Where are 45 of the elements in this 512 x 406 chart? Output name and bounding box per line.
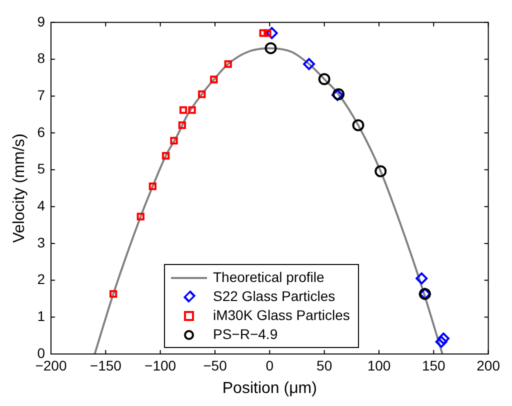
point — [210, 76, 218, 84]
y-tick-label: 9 — [37, 13, 46, 30]
point — [374, 165, 387, 178]
legend-label: iM30K Glass Particles — [213, 306, 350, 325]
y-tick-label: 2 — [37, 271, 46, 288]
x-tick-label: 200 — [476, 357, 500, 374]
x-tick-label: 0 — [266, 357, 274, 374]
y-tick-label: 4 — [37, 197, 46, 214]
point — [224, 60, 232, 68]
point — [179, 106, 188, 114]
x-tick-label: −150 — [90, 357, 122, 374]
point — [303, 58, 316, 70]
x-tick-label: −100 — [144, 357, 176, 374]
legend-label: PS−R−4.9 — [213, 325, 278, 344]
point — [109, 290, 118, 298]
y-tick-label: 1 — [37, 308, 46, 324]
y-tick-label: 7 — [37, 86, 46, 103]
y-tick-label: 6 — [37, 124, 46, 140]
point — [178, 121, 186, 130]
x-axis-title: Position (μm) — [222, 380, 317, 397]
point — [264, 42, 277, 54]
point — [170, 136, 178, 144]
x-tick-label: 150 — [422, 357, 446, 374]
point — [435, 336, 448, 348]
point — [437, 332, 450, 345]
x-tick-label: 50 — [316, 357, 332, 374]
point — [148, 182, 156, 190]
point — [318, 73, 330, 86]
legend-label: Theoretical profile — [213, 268, 324, 287]
y-tick-label: 3 — [37, 234, 46, 250]
point — [198, 90, 206, 98]
x-tick-label: −50 — [203, 357, 228, 374]
point — [416, 272, 428, 284]
y-tick-label: 5 — [37, 160, 46, 177]
point — [136, 212, 144, 220]
point — [264, 29, 272, 37]
point — [352, 119, 364, 132]
point — [162, 152, 170, 160]
legend-label: S22 Glass Particles — [213, 287, 336, 306]
y-tick-label: 8 — [37, 50, 46, 66]
point — [188, 106, 196, 114]
point — [259, 29, 267, 37]
x-tick-label: 100 — [367, 357, 391, 374]
point — [266, 27, 278, 40]
y-axis-title: Velocity (mm/s) — [11, 134, 28, 243]
